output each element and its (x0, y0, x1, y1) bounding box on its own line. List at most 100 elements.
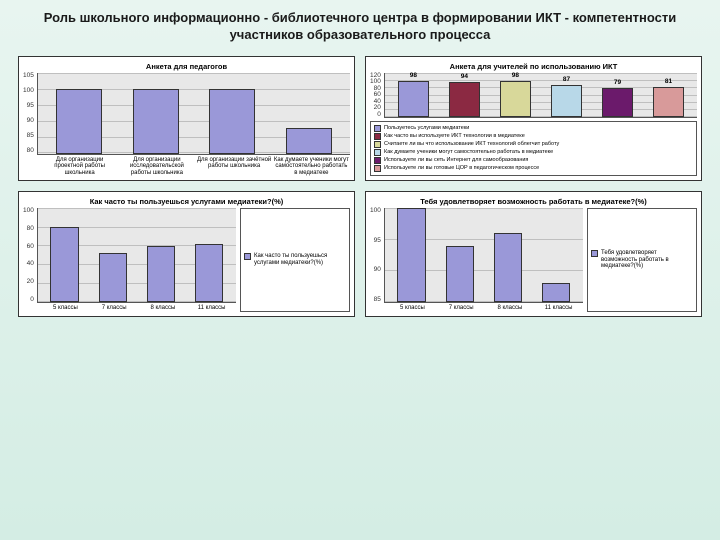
legend-label: Как часто ты пользуешься услугами медиат… (254, 253, 346, 266)
y-tick: 105 (23, 73, 34, 80)
bar-value-label: 98 (410, 72, 417, 79)
bar: 98 (500, 81, 531, 117)
bar (147, 246, 176, 302)
chart-3-plot (37, 208, 236, 303)
legend-swatch (374, 141, 381, 148)
bar (99, 253, 128, 302)
x-category: 7 классы (437, 305, 486, 312)
chart-2-yaxis: 020406080100120 (370, 73, 384, 119)
x-category: 11 классы (534, 305, 583, 312)
y-tick: 40 (27, 261, 34, 268)
chart-2-plot: 98 94 98 87 79 81 (384, 73, 697, 119)
bar-value-label: 94 (461, 73, 468, 80)
y-tick: 0 (377, 112, 381, 119)
chart-3-xaxis: 5 классы7 классы8 классы11 классы (41, 303, 236, 312)
bar: 87 (551, 85, 582, 117)
legend-label: Как часто вы используете ИКТ технологии … (384, 133, 525, 139)
x-category: 8 классы (486, 305, 535, 312)
y-tick: 90 (27, 118, 34, 125)
bar: 79 (602, 88, 633, 117)
x-category: 5 классы (41, 305, 90, 312)
chart-4-plot (384, 208, 583, 303)
chart-4-title: Тебя удовлетворяет возможность работать … (370, 196, 697, 208)
y-tick: 100 (370, 208, 381, 215)
legend-label: Используете ли вы готовые ЦОР в педагоги… (384, 165, 539, 171)
chart-3: Как часто ты пользуешься услугами медиат… (18, 191, 355, 317)
x-category: 5 классы (388, 305, 437, 312)
legend-item: Используете ли вы сеть Интернет для само… (374, 157, 693, 164)
x-category: 8 классы (139, 305, 188, 312)
chart-4-xaxis: 5 классы7 классы8 классы11 классы (388, 303, 583, 312)
legend-item: Пользуетесь услугами медиатеки (374, 125, 693, 132)
chart-1-yaxis: 80 85 90 95 100 105 (23, 73, 37, 155)
y-tick: 0 (30, 297, 34, 304)
bar: 81 (653, 87, 684, 117)
legend-label: Используете ли вы сеть Интернет для само… (384, 157, 528, 163)
legend-item: Как думаете ученики могут самостоятельно… (374, 149, 693, 156)
y-tick: 80 (27, 226, 34, 233)
bar-value-label: 98 (512, 72, 519, 79)
y-tick: 95 (27, 103, 34, 110)
chart-4-yaxis: 859095100 (370, 208, 384, 303)
x-category: 7 классы (90, 305, 139, 312)
legend-item: Как часто вы используете ИКТ технологии … (374, 133, 693, 140)
x-category: 11 классы (187, 305, 236, 312)
chart-1-plot (37, 73, 350, 155)
y-tick: 95 (374, 238, 381, 245)
legend-swatch (374, 165, 381, 172)
bar (494, 233, 523, 302)
legend-label: Считаете ли вы что использование ИКТ тех… (384, 141, 559, 147)
legend-label: Пользуетесь услугами медиатеки (384, 125, 469, 131)
x-category: Для организации зачётной работы школьник… (196, 157, 273, 177)
bar: 94 (449, 82, 480, 117)
legend-item: Как часто ты пользуешься услугами медиат… (244, 253, 346, 266)
y-tick: 60 (27, 244, 34, 251)
bar-value-label: 87 (563, 76, 570, 83)
y-tick: 100 (23, 88, 34, 95)
chart-3-title: Как часто ты пользуешься услугами медиат… (23, 196, 350, 208)
chart-2: Анкета для учителей по использованию ИКТ… (365, 56, 702, 182)
charts-grid: Анкета для педагогов 80 85 90 95 100 105 Для … (0, 52, 720, 327)
y-tick: 20 (27, 279, 34, 286)
y-tick: 85 (27, 133, 34, 140)
bar (397, 208, 426, 302)
legend-swatch (374, 133, 381, 140)
bar-value-label: 79 (614, 79, 621, 86)
legend-item: Считаете ли вы что использование ИКТ тех… (374, 141, 693, 148)
legend-swatch (374, 125, 381, 132)
x-category: Для организации проектной работы школьни… (41, 157, 118, 177)
legend-item: Используете ли вы готовые ЦОР в педагоги… (374, 165, 693, 172)
chart-2-title: Анкета для учителей по использованию ИКТ (370, 61, 697, 73)
bar (286, 128, 332, 154)
bar (133, 89, 179, 154)
x-category: Как думаете ученики могут самостоятельно… (273, 157, 350, 177)
y-tick: 80 (27, 148, 34, 155)
bar (446, 246, 475, 302)
page-title: Роль школьного информационно - библиотеч… (0, 0, 720, 52)
chart-4: Тебя удовлетворяет возможность работать … (365, 191, 702, 317)
bar (56, 89, 102, 154)
bar-value-label: 81 (665, 78, 672, 85)
chart-3-legend: Как часто ты пользуешься услугами медиат… (240, 208, 350, 312)
bar: 98 (398, 81, 429, 117)
chart-2-legend: Пользуетесь услугами медиатеки Как часто … (370, 121, 697, 176)
bar (542, 283, 571, 302)
legend-label: Тебя удовлетворяет возможность работать … (601, 250, 693, 270)
chart-3-yaxis: 0 20 40 60 80 100 (23, 208, 37, 303)
legend-swatch (374, 157, 381, 164)
chart-4-legend: Тебя удовлетворяет возможность работать … (587, 208, 697, 312)
bar (195, 244, 224, 302)
legend-swatch (244, 253, 251, 260)
bar (50, 227, 79, 302)
legend-label: Как думаете ученики могут самостоятельно… (384, 149, 553, 155)
chart-1-xaxis: Для организации проектной работы школьни… (41, 155, 350, 177)
bar (209, 89, 255, 154)
legend-swatch (591, 250, 598, 257)
chart-1-title: Анкета для педагогов (23, 61, 350, 73)
y-tick: 100 (23, 208, 34, 215)
chart-1: Анкета для педагогов 80 85 90 95 100 105 Для … (18, 56, 355, 182)
legend-swatch (374, 149, 381, 156)
x-category: Для организации исследовательской работы… (118, 157, 195, 177)
y-tick: 90 (374, 267, 381, 274)
legend-item: Тебя удовлетворяет возможность работать … (591, 250, 693, 270)
